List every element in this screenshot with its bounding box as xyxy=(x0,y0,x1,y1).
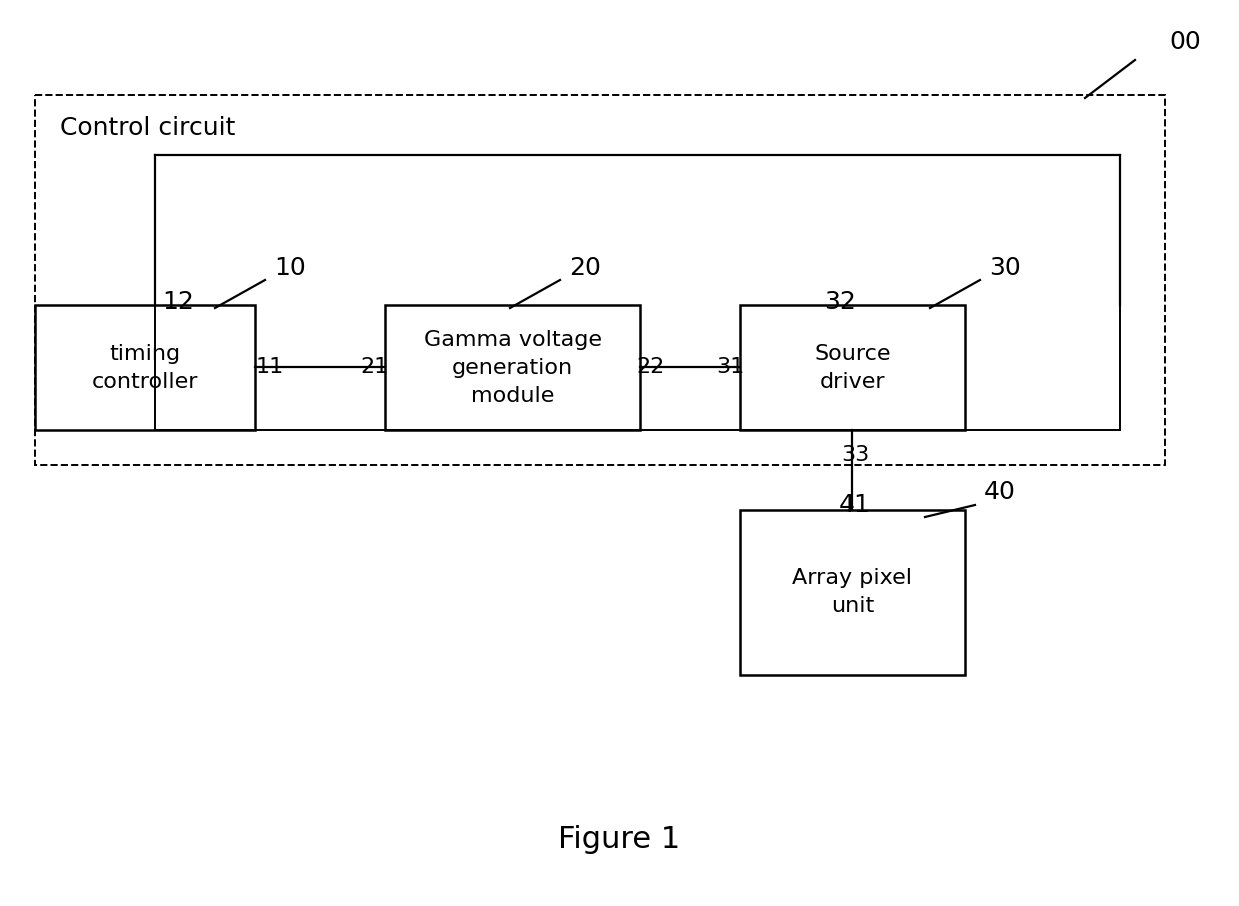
Text: 20: 20 xyxy=(569,256,601,280)
Text: 33: 33 xyxy=(841,445,869,465)
Text: 21: 21 xyxy=(361,357,389,377)
Text: 41: 41 xyxy=(839,493,871,517)
Text: 32: 32 xyxy=(824,290,856,314)
Text: Gamma voltage
generation
module: Gamma voltage generation module xyxy=(424,330,601,406)
Bar xyxy=(740,510,965,675)
Bar xyxy=(155,155,1120,430)
Text: Figure 1: Figure 1 xyxy=(559,825,680,854)
Text: 40: 40 xyxy=(984,480,1016,504)
Text: 30: 30 xyxy=(989,256,1021,280)
Bar xyxy=(35,305,255,430)
Text: timing
controller: timing controller xyxy=(92,343,198,391)
Text: 12: 12 xyxy=(162,290,195,314)
Bar xyxy=(740,305,965,430)
Text: 00: 00 xyxy=(1170,30,1201,54)
Text: Control circuit: Control circuit xyxy=(59,116,235,140)
Bar xyxy=(35,95,1165,465)
Text: 10: 10 xyxy=(274,256,306,280)
Bar xyxy=(385,305,641,430)
Text: Source
driver: Source driver xyxy=(814,343,891,391)
Text: 31: 31 xyxy=(716,357,745,377)
Text: Array pixel
unit: Array pixel unit xyxy=(793,568,912,616)
Text: 22: 22 xyxy=(636,357,664,377)
Text: 11: 11 xyxy=(256,357,284,377)
